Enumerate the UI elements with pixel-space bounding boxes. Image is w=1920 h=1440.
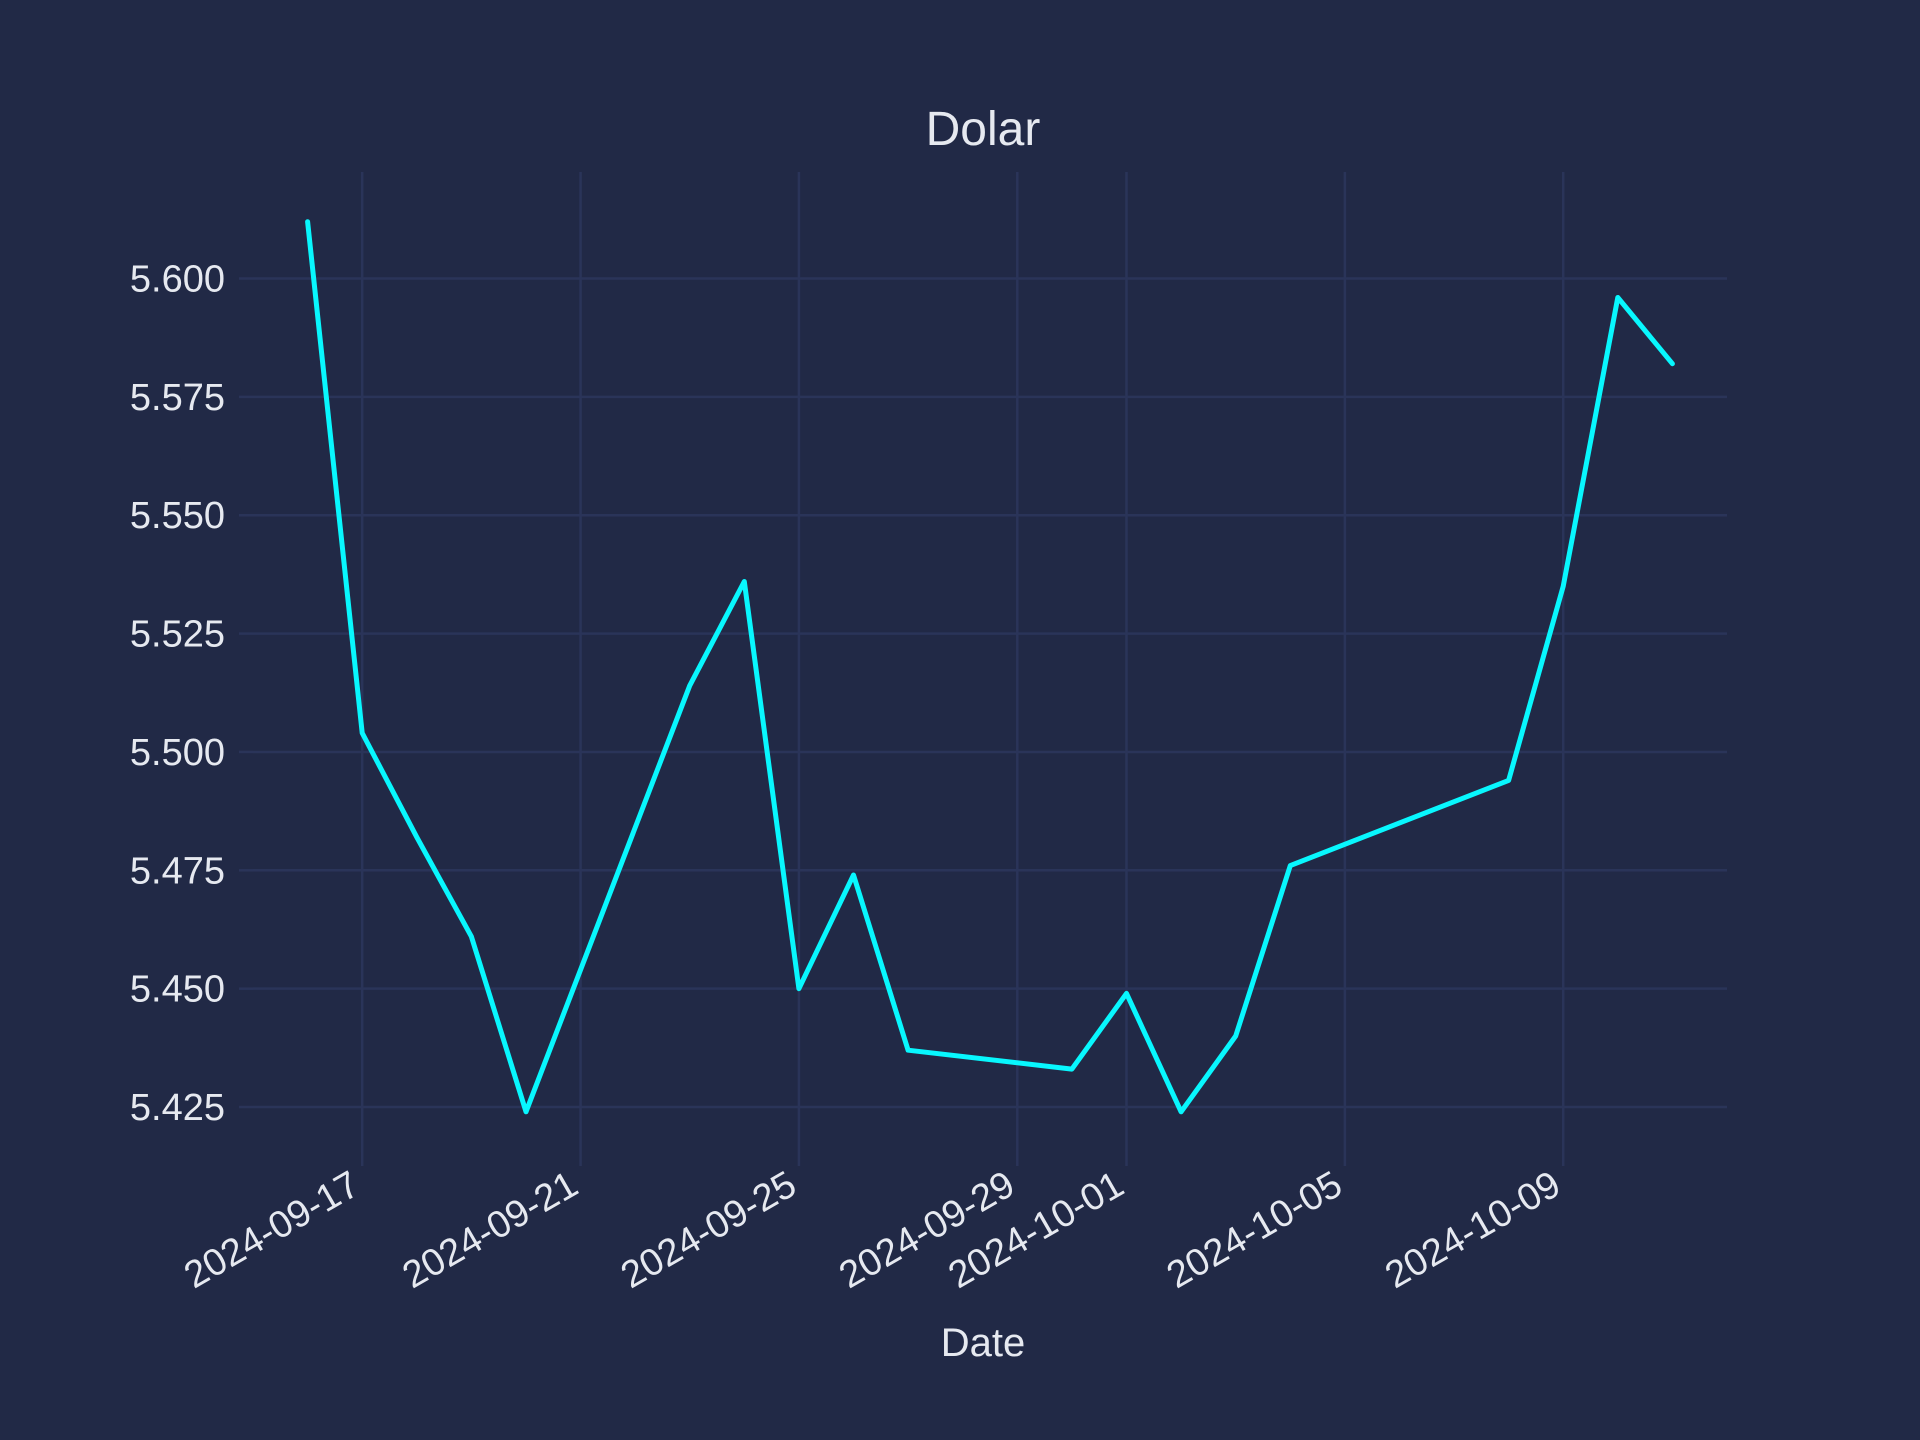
series-line bbox=[305, 219, 1675, 1115]
y-tick-label: 5.500 bbox=[130, 732, 225, 774]
y-axis: 5.425 5.450 5.475 5.500 5.525 5.550 5.575 5.600 bbox=[130, 259, 253, 1129]
y-tick-label: 5.425 bbox=[130, 1087, 225, 1129]
y-tick-label: 5.450 bbox=[130, 969, 225, 1011]
y-tick-label: 5.575 bbox=[130, 377, 225, 419]
y-tick-label: 5.550 bbox=[130, 495, 225, 537]
y-tick-label: 5.525 bbox=[130, 614, 225, 656]
y-tick-label: 5.475 bbox=[130, 850, 225, 892]
x-axis-title: Date bbox=[941, 1321, 1026, 1365]
y-tick-label: 5.600 bbox=[130, 259, 225, 301]
chart-title: Dolar bbox=[926, 103, 1041, 156]
series-layer bbox=[305, 219, 1675, 1115]
